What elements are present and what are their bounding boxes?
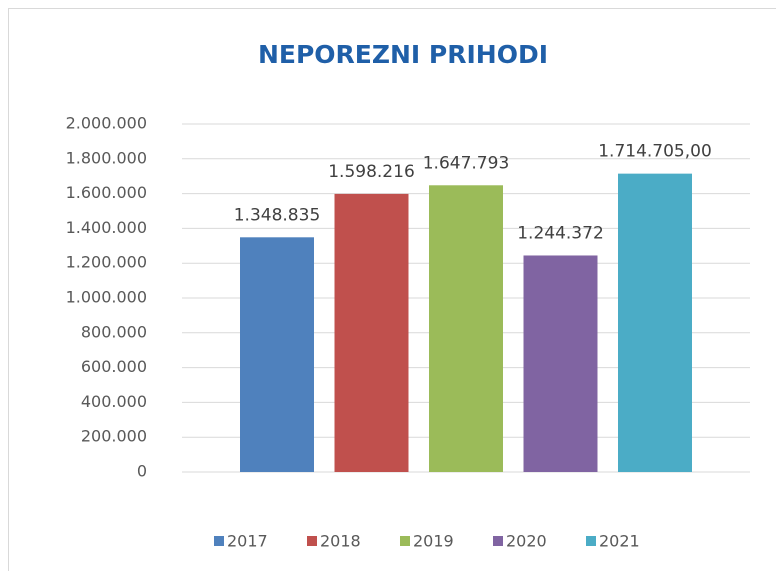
chart-title: NEPOREZNI PRIHODI — [258, 40, 548, 69]
y-tick-label: 1.800.000 — [66, 148, 147, 167]
bar — [429, 185, 503, 473]
bar — [523, 255, 598, 472]
data-label: 1.598.216 — [328, 162, 415, 182]
y-tick-label: 1.600.000 — [66, 183, 147, 202]
data-label: 1.244.372 — [517, 223, 604, 243]
legend-label: 2018 — [320, 532, 361, 551]
y-tick-label: 1.000.000 — [66, 288, 147, 307]
bar — [618, 173, 692, 472]
legend-swatch — [493, 536, 503, 546]
bar — [334, 193, 409, 473]
y-tick-label: 600.000 — [81, 357, 147, 376]
legend-swatch — [400, 536, 410, 546]
y-tick-label: 1.400.000 — [66, 218, 147, 237]
legend-label: 2019 — [413, 532, 454, 551]
data-label: 1.647.793 — [423, 153, 510, 173]
bar — [240, 237, 314, 472]
data-label: 1.348.835 — [234, 205, 321, 225]
legend-swatch — [586, 536, 596, 546]
y-tick-label: 400.000 — [81, 392, 147, 411]
legend-swatch — [307, 536, 317, 546]
legend-label: 2021 — [599, 532, 640, 551]
y-tick-label: 0 — [137, 462, 147, 481]
legend-label: 2020 — [506, 532, 547, 551]
y-tick-label: 1.200.000 — [66, 253, 147, 272]
y-tick-label: 2.000.000 — [66, 114, 147, 133]
data-label: 1.714.705,00 — [598, 142, 712, 162]
y-tick-label: 200.000 — [81, 427, 147, 446]
y-tick-label: 800.000 — [81, 322, 147, 341]
legend-label: 2017 — [227, 532, 268, 551]
legend-swatch — [214, 536, 224, 546]
